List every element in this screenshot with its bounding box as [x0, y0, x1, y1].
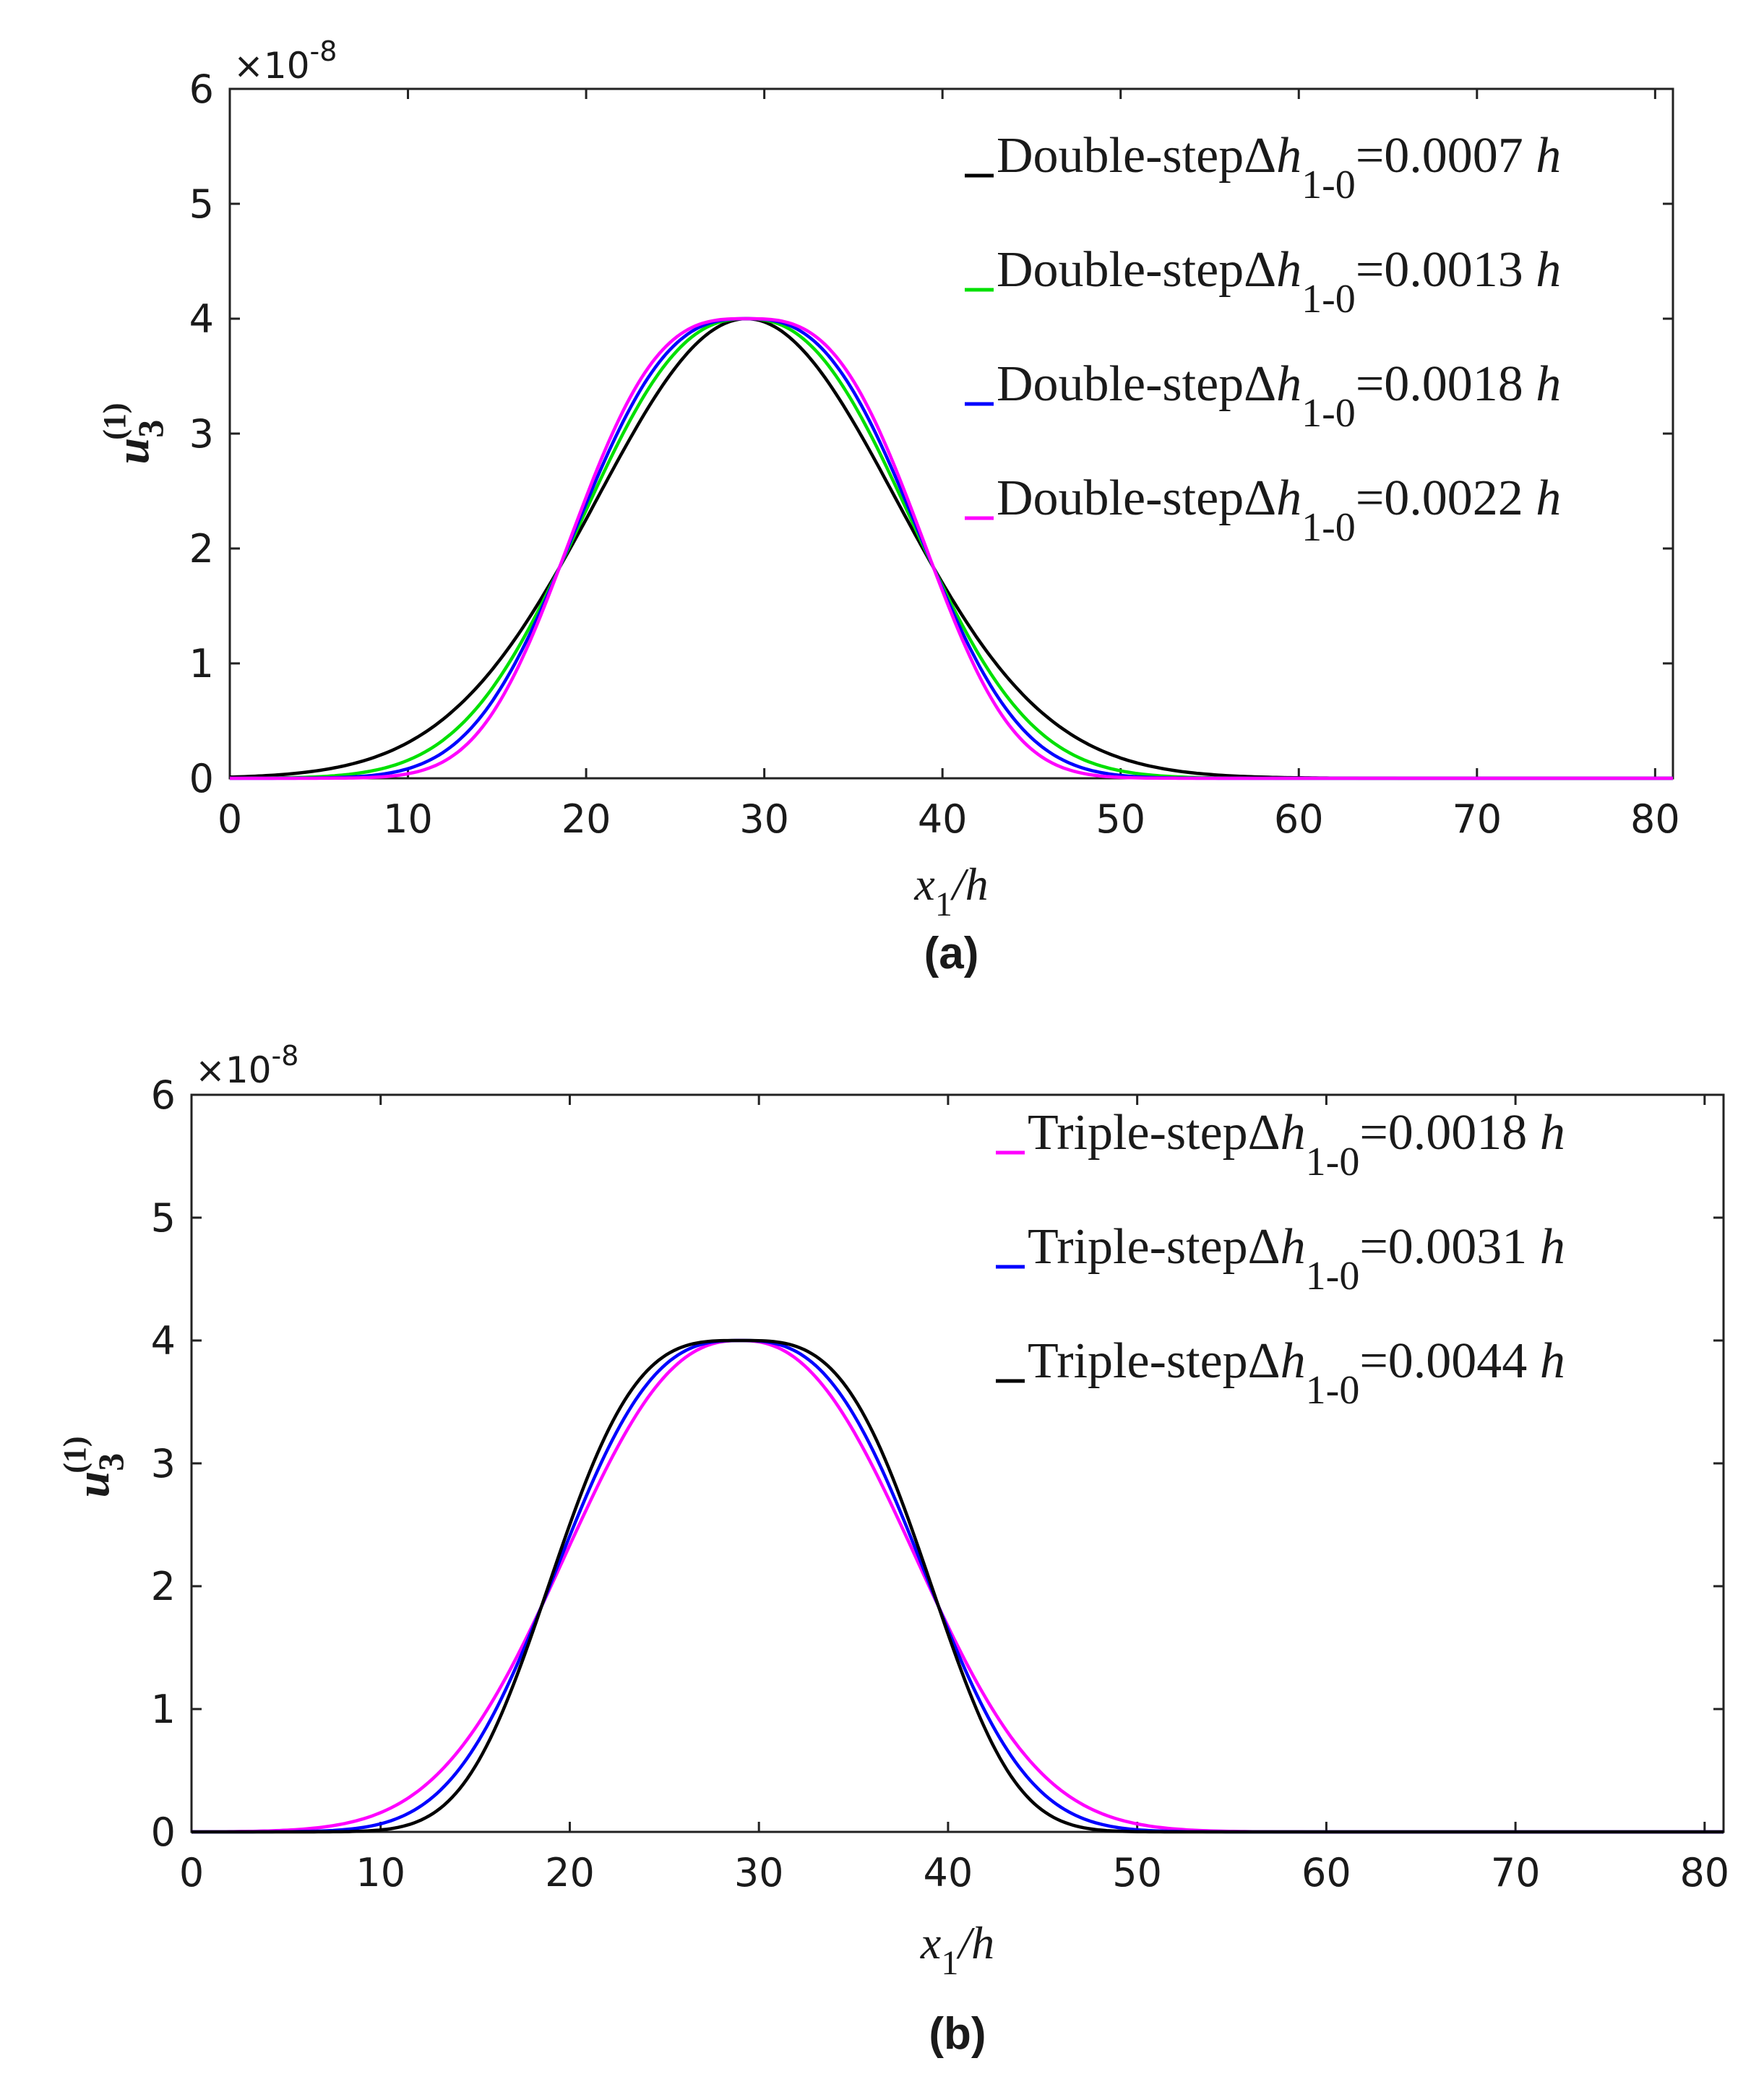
x-tick-label: 40: [924, 1850, 973, 1895]
legend-entry-2: Double-stepΔh1-0=0.0013 h: [997, 242, 1561, 322]
y-tick-label: 6: [151, 1072, 176, 1118]
x-tick-label: 30: [739, 796, 789, 842]
x-tick-label: 10: [356, 1850, 405, 1895]
series-line-4: [230, 317, 1673, 780]
y-tick-label: 1: [189, 641, 214, 687]
series-line-3: [192, 1338, 1724, 1834]
series-line-1: [192, 1338, 1724, 1834]
y-axis-label: u3(1): [97, 403, 171, 464]
y-tick-label: 4: [189, 296, 214, 342]
y-tick-label: 2: [189, 526, 214, 572]
x-tick-label: 50: [1096, 796, 1145, 842]
y-tick-label: 2: [151, 1564, 176, 1609]
x-tick-label: 80: [1679, 1850, 1729, 1895]
x-tick-label: 30: [734, 1850, 784, 1895]
x-axis-label: x1/h: [920, 1917, 994, 1982]
y-tick-label: 3: [151, 1441, 176, 1486]
legend-entry-3: Triple-stepΔh1-0=0.0044 h: [1028, 1333, 1565, 1413]
chart-panel-b: 0 10 20 30 40 50 60 70 80 0 1 2 3 4 5 6 ×10-8 x1/h u3(1) (b…: [57, 1040, 1729, 2059]
y-tick-label: 4: [151, 1318, 176, 1364]
legend-entry-1: Double-stepΔh1-0=0.0007 h: [997, 128, 1561, 207]
y-tick-label: 1: [151, 1687, 176, 1732]
x-tick-label: 40: [918, 796, 968, 842]
x-tick-label: 60: [1274, 796, 1324, 842]
y-tick-label: 6: [189, 66, 214, 112]
plot-area-frame: [190, 1093, 1725, 1833]
legend-entry-4: Double-stepΔh1-0=0.0022 h: [997, 470, 1561, 550]
x-axis-label: x1/h: [913, 858, 988, 924]
y-tick-label: 0: [189, 756, 214, 801]
x-tick-label: 20: [562, 796, 611, 842]
plot-area-frame: [228, 87, 1674, 780]
x-tick-label: 50: [1112, 1850, 1162, 1895]
x-tick-label: 70: [1491, 1850, 1541, 1895]
series-line-2: [192, 1338, 1724, 1834]
x-tick-label: 80: [1630, 796, 1680, 842]
x-tick-label: 10: [383, 796, 433, 842]
legend-entry-1: Triple-stepΔh1-0=0.0018 h: [1028, 1105, 1565, 1184]
y-tick-label: 3: [189, 411, 214, 457]
x-tick-label: 60: [1302, 1850, 1351, 1895]
legend-entry-2: Triple-stepΔh1-0=0.0031 h: [1028, 1219, 1565, 1299]
y-axis-multiplier: ×10-8: [195, 1040, 298, 1091]
y-axis-label: u3(1): [57, 1436, 131, 1497]
y-tick-label: 5: [151, 1195, 176, 1241]
x-tick-label: 0: [218, 796, 242, 842]
x-tick-label: 0: [179, 1850, 204, 1895]
x-tick-label: 20: [545, 1850, 595, 1895]
legend-entry-3: Double-stepΔh1-0=0.0018 h: [997, 356, 1561, 436]
chart-panel-a: 0 10 20 30 40 50 60 70 80 0 1 2 3 4 5 6 ×10-8 x1/h u3(1) (a…: [97, 35, 1680, 978]
panel-label: (a): [924, 929, 979, 978]
x-tick-label: 70: [1452, 796, 1502, 842]
y-tick-label: 5: [189, 181, 214, 227]
y-tick-label: 0: [151, 1809, 176, 1855]
panel-label: (b): [929, 2009, 986, 2059]
y-axis-multiplier: ×10-8: [233, 35, 337, 87]
